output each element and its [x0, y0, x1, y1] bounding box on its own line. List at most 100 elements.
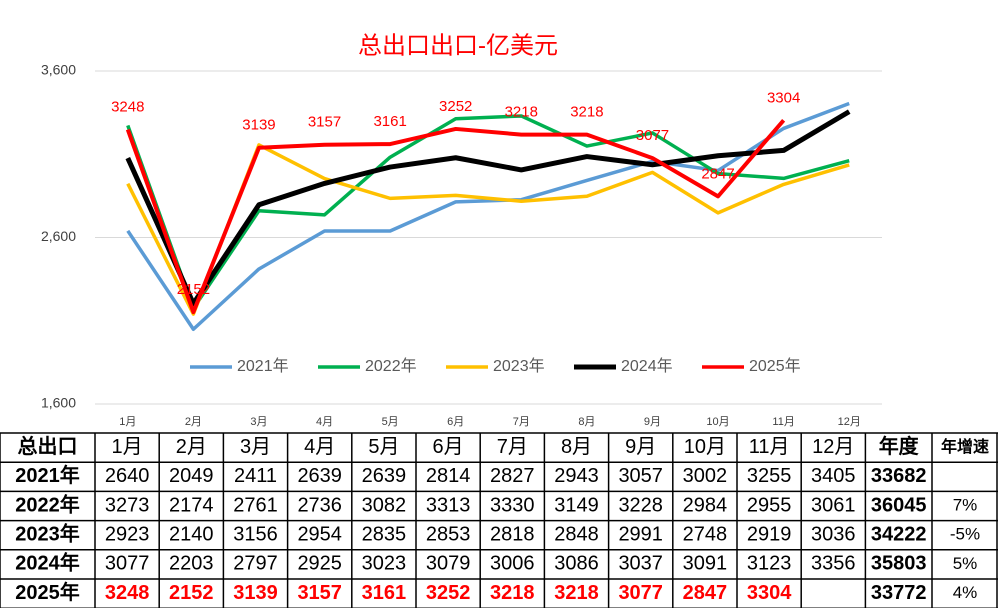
table-cell: 2984	[683, 494, 728, 516]
table-cell: 3082	[362, 494, 407, 516]
table-row-label: 2022年	[15, 492, 80, 516]
table-cell: 3123	[747, 553, 792, 575]
table-header: 12月	[812, 436, 854, 458]
table-row-label: 2024年	[15, 551, 80, 575]
table-cell: 2848	[554, 523, 599, 545]
table-cell: 2140	[169, 523, 214, 545]
table-header: 10月	[684, 436, 726, 458]
x-tick-label: 5月	[382, 416, 399, 428]
table-cell: 3248	[105, 582, 150, 604]
table-cell: 3330	[490, 494, 535, 516]
table-cell: 3036	[811, 523, 856, 545]
table-header: 6月	[433, 436, 464, 458]
table-cell: 3304	[747, 582, 792, 604]
table-cell: 2736	[297, 494, 342, 516]
data-label: 3139	[242, 117, 275, 134]
table-cell: 2639	[362, 465, 407, 487]
table-cell: 3273	[105, 494, 150, 516]
table-header: 年增速	[941, 437, 989, 456]
legend-label: 2022年	[365, 357, 417, 375]
data-label: 2847	[701, 165, 734, 182]
table-cell: 2919	[747, 523, 792, 545]
data-label: 3218	[505, 104, 538, 121]
table-cell: 3313	[426, 494, 471, 516]
table-cell: 2814	[426, 465, 471, 487]
x-tick-label: 6月	[447, 416, 464, 428]
table-cell: 2640	[105, 465, 150, 487]
table-cell: 2203	[169, 553, 214, 575]
table-cell: 2639	[297, 465, 342, 487]
table-cell: 2818	[490, 523, 535, 545]
series-line	[125, 118, 786, 315]
table-cell: 2835	[362, 523, 407, 545]
table-cell: 2923	[105, 523, 150, 545]
table-cell: 33772	[871, 582, 927, 604]
table-header: 1月	[112, 436, 143, 458]
table-header: 8月	[561, 436, 592, 458]
table-cell: 7%	[953, 495, 978, 514]
table-cell: 2827	[490, 465, 535, 487]
table-row-label: 2025年	[15, 580, 80, 604]
x-tick-label: 1月	[119, 416, 136, 428]
x-tick-label: 2月	[185, 416, 202, 428]
data-label: 3304	[767, 89, 800, 106]
table-header: 5月	[368, 436, 399, 458]
table-cell: 3006	[490, 553, 535, 575]
legend-label: 2023年	[493, 357, 545, 375]
x-tick-label: 3月	[250, 416, 267, 428]
x-tick-label: 4月	[316, 416, 333, 428]
table-header: 总出口	[18, 434, 78, 458]
table-header: 年度	[879, 434, 920, 458]
table-cell: 3002	[683, 465, 728, 487]
data-label: 3157	[308, 114, 341, 131]
legend-label: 2025年	[749, 357, 801, 375]
table-cell: 3023	[362, 553, 407, 575]
table-row-label: 2023年	[15, 521, 80, 545]
table-cell: 33682	[871, 465, 927, 487]
table-cell: 2847	[683, 582, 728, 604]
table-cell: 3139	[233, 582, 278, 604]
x-tick-label: 8月	[578, 416, 595, 428]
table-cell: 2991	[618, 523, 663, 545]
x-tick-label: 7月	[513, 416, 530, 428]
table-cell: 3405	[811, 465, 856, 487]
table-cell: 36045	[871, 494, 927, 516]
data-label: 2152	[177, 281, 210, 298]
series-line	[125, 109, 851, 307]
table-cell: 2174	[169, 494, 214, 516]
table-cell: 2797	[233, 553, 278, 575]
table-cell: 2748	[683, 523, 728, 545]
chart-title: 总出口出口-亿美元	[358, 32, 558, 59]
data-label: 3161	[373, 113, 406, 130]
table-cell: 3161	[362, 582, 407, 604]
x-tick-label: 9月	[644, 416, 661, 428]
table-cell: 3037	[618, 553, 663, 575]
table-cell: 3157	[297, 582, 342, 604]
table-header: 11月	[749, 436, 790, 458]
table-cell: 3086	[554, 553, 599, 575]
table-header: 9月	[625, 436, 656, 458]
table-cell: 3218	[554, 582, 599, 604]
table-cell: 3228	[618, 494, 663, 516]
x-tick-label: 12月	[838, 416, 861, 428]
data-label: 3248	[111, 99, 144, 116]
data-label: 3218	[570, 104, 603, 121]
table-cell: 3356	[811, 553, 856, 575]
table-cell: 3079	[426, 553, 471, 575]
table-cell: 3057	[618, 465, 663, 487]
table-cell: 4%	[953, 583, 978, 602]
legend-label: 2021年	[237, 357, 289, 375]
table-cell: 3156	[233, 523, 278, 545]
y-tick-label: 1,600	[41, 395, 76, 411]
table-header: 2月	[176, 436, 207, 458]
table-cell: 34222	[871, 523, 927, 545]
table-cell: 2152	[169, 582, 214, 604]
table-row-label: 2021年	[15, 463, 80, 487]
table-cell: 3252	[426, 582, 471, 604]
x-tick-label: 10月	[706, 416, 729, 428]
table-cell: 2853	[426, 523, 471, 545]
table-cell: 2954	[297, 523, 342, 545]
table-cell: 3061	[811, 494, 856, 516]
y-tick-label: 3,600	[41, 62, 76, 78]
